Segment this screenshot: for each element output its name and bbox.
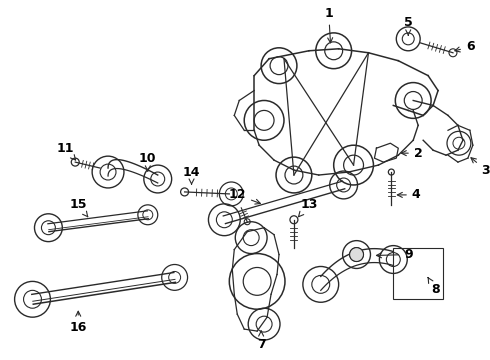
Circle shape bbox=[349, 248, 364, 261]
Text: 14: 14 bbox=[183, 166, 200, 184]
Text: 15: 15 bbox=[70, 198, 88, 217]
Bar bbox=[393, 248, 443, 299]
Text: 11: 11 bbox=[56, 142, 75, 160]
Text: 8: 8 bbox=[428, 278, 440, 296]
Text: 4: 4 bbox=[397, 188, 420, 201]
Text: 6: 6 bbox=[455, 40, 474, 53]
Text: 10: 10 bbox=[139, 152, 157, 171]
Text: 7: 7 bbox=[257, 331, 266, 351]
Text: 5: 5 bbox=[404, 17, 413, 35]
Text: 12: 12 bbox=[228, 188, 260, 204]
Text: 16: 16 bbox=[70, 311, 87, 334]
Text: 1: 1 bbox=[324, 6, 333, 43]
Text: 13: 13 bbox=[298, 198, 318, 217]
Text: 9: 9 bbox=[376, 248, 413, 261]
Text: 2: 2 bbox=[401, 147, 422, 160]
Text: 3: 3 bbox=[471, 158, 490, 176]
